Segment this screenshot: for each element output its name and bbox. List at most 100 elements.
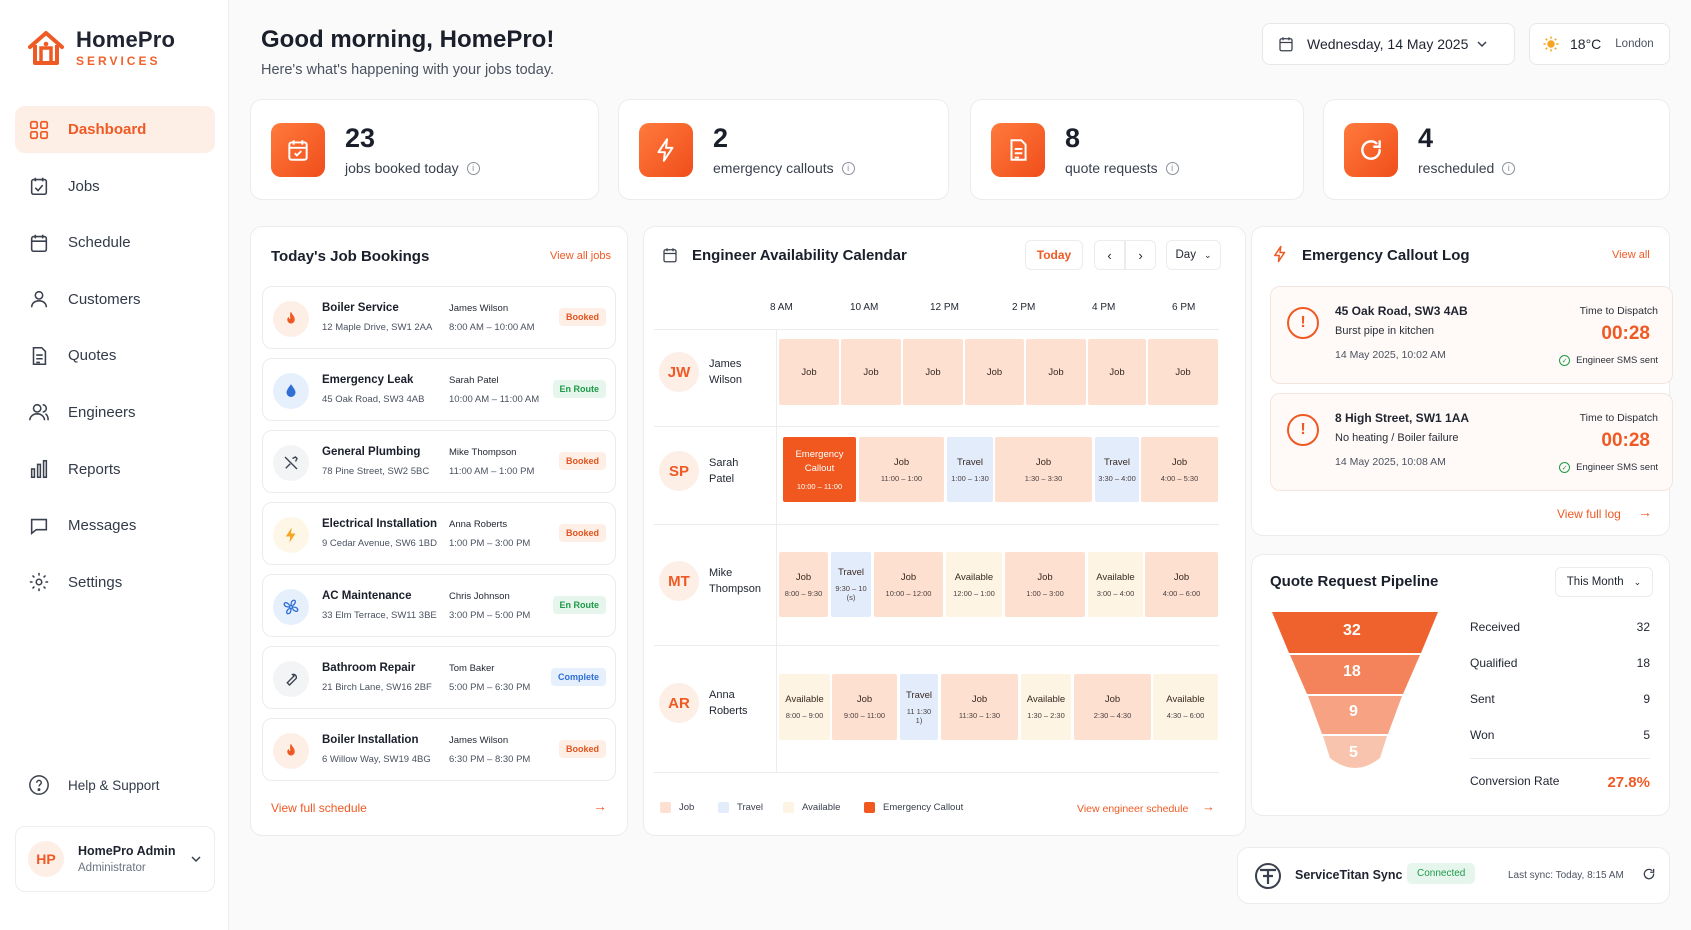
schedule-block-job[interactable]: Job 11:30 – 1:30: [941, 674, 1018, 740]
view-full-log-link[interactable]: View full log: [1557, 507, 1621, 521]
schedule-block-job[interactable]: Job 4:00 – 5:30: [1141, 437, 1218, 502]
today-button[interactable]: Today: [1025, 240, 1083, 270]
view-select[interactable]: Day ⌄: [1166, 240, 1221, 270]
schedule-block-job[interactable]: Job: [1026, 339, 1086, 405]
schedule-block-job[interactable]: Job 2:30 – 4:30: [1074, 674, 1151, 740]
sidebar-item-reports[interactable]: Reports: [15, 446, 215, 493]
list-item[interactable]: Electrical Installation 9 Cedar Avenue, …: [262, 502, 616, 565]
stat-jobs-booked[interactable]: 23 jobs booked today i: [250, 99, 599, 200]
schedule-block-available[interactable]: Available 12:00 – 1:00: [946, 552, 1002, 617]
engineer-row-label[interactable]: SP Sarah Patel: [659, 451, 738, 491]
callout-time: 14 May 2025, 10:02 AM: [1335, 349, 1446, 361]
document-icon: [991, 122, 1045, 177]
sidebar-item-dashboard[interactable]: Dashboard: [15, 106, 215, 153]
sidebar-item-engineers[interactable]: Engineers: [15, 389, 215, 436]
help-label: Help & Support: [68, 777, 160, 793]
info-icon[interactable]: i: [841, 161, 855, 175]
sidebar-item-settings[interactable]: Settings: [15, 559, 215, 606]
schedule-block-job[interactable]: Job: [779, 339, 839, 405]
schedule-block-job[interactable]: Job 8:00 – 9:30: [779, 552, 828, 617]
greeting: Good morning, HomePro! Here's what's hap…: [261, 26, 554, 78]
date-picker[interactable]: Wednesday, 14 May 2025: [1262, 23, 1515, 65]
brand-logo[interactable]: HomePro SERVICES: [26, 28, 175, 68]
refresh-icon[interactable]: [1642, 867, 1656, 881]
schedule-block-job[interactable]: Job: [841, 339, 901, 405]
schedule-block-job[interactable]: Job 11:00 – 1:00: [859, 437, 944, 502]
stat-rescheduled[interactable]: 4 rescheduled i: [1323, 99, 1670, 200]
view-full-schedule-link[interactable]: View full schedule: [271, 801, 367, 815]
schedule-block-job[interactable]: Job 1:00 – 3:00: [1005, 552, 1085, 617]
schedule-block-available[interactable]: Available 4:30 – 6:00: [1153, 674, 1218, 740]
schedule-block-job[interactable]: Job 10:00 – 12:00: [874, 552, 943, 617]
funnel-stage-qualified: [1290, 655, 1420, 694]
prev-button[interactable]: ‹: [1094, 240, 1125, 270]
info-icon[interactable]: i: [1165, 161, 1179, 175]
schedule-block-available[interactable]: Available 3:00 – 4:00: [1088, 552, 1143, 617]
arrow-right-icon[interactable]: →: [1638, 504, 1652, 520]
sidebar-item-quotes[interactable]: Quotes: [15, 332, 215, 379]
user-menu[interactable]: HP HomePro Admin Administrator: [15, 826, 215, 892]
job-time: 5:00 PM – 6:30 PM: [449, 682, 531, 693]
schedule-block-available[interactable]: Available 1:30 – 2:30: [1021, 674, 1071, 740]
fan-icon: [273, 589, 309, 625]
schedule-block-travel[interactable]: Travel 1:00 – 1:30: [947, 437, 993, 502]
engineer-row-label[interactable]: JW James Wilson: [659, 352, 742, 392]
period-select[interactable]: This Month ⌄: [1555, 567, 1653, 597]
sidebar-item-schedule[interactable]: Schedule: [15, 219, 215, 266]
calendar-icon: [663, 248, 677, 263]
schedule-block-job[interactable]: Job: [1148, 339, 1218, 405]
callout-item[interactable]: ! 45 Oak Road, SW3 4AB Burst pipe in kit…: [1270, 286, 1673, 384]
job-title: Bathroom Repair: [322, 662, 416, 674]
callout-item[interactable]: ! 8 High Street, SW1 1AA No heating / Bo…: [1270, 393, 1673, 491]
schedule-block-job[interactable]: Job 1:30 – 3:30: [995, 437, 1092, 502]
sidebar-item-jobs[interactable]: Jobs: [15, 163, 215, 210]
hour-label: 6 PM: [1172, 302, 1196, 313]
arrow-right-icon[interactable]: →: [1202, 799, 1215, 814]
next-button[interactable]: ›: [1125, 240, 1156, 270]
conversion-rate: Conversion Rate 27.8%: [1470, 774, 1650, 791]
engineer-row-label[interactable]: AR Anna Roberts: [659, 683, 748, 723]
hour-label: 12 PM: [930, 302, 959, 313]
pipeline-row: Sent 9: [1470, 692, 1650, 706]
list-item[interactable]: Boiler Service 12 Maple Drive, SW1 2AA J…: [262, 286, 616, 349]
list-item[interactable]: Bathroom Repair 21 Birch Lane, SW16 2BF …: [262, 646, 616, 709]
info-icon[interactable]: i: [1502, 161, 1516, 175]
schedule-block-job[interactable]: Job: [903, 339, 963, 405]
help-support-link[interactable]: Help & Support: [28, 774, 160, 796]
list-item[interactable]: Boiler Installation 6 Willow Way, SW19 4…: [262, 718, 616, 781]
job-time: 1:00 PM – 3:00 PM: [449, 538, 531, 549]
arrow-right-icon[interactable]: →: [593, 798, 607, 814]
list-item[interactable]: Emergency Leak 45 Oak Road, SW3 4AB Sara…: [262, 358, 616, 421]
view-engineer-schedule-link[interactable]: View engineer schedule: [1077, 803, 1189, 815]
info-icon[interactable]: i: [466, 161, 480, 175]
status-badge: Booked: [558, 524, 606, 542]
stat-label: jobs booked today: [345, 160, 459, 176]
weather-widget: 18°C London: [1529, 23, 1670, 65]
dispatch-countdown: 00:28: [1601, 430, 1650, 451]
engineer-row-label[interactable]: MT Mike Thompson: [659, 561, 761, 601]
schedule-block-job[interactable]: Job: [965, 339, 1024, 405]
schedule-block-travel[interactable]: Travel 3:30 – 4:00: [1095, 437, 1139, 502]
schedule-block-emergency[interactable]: Emergency Callout 10:00 – 11:00: [783, 437, 856, 502]
sidebar-item-customers[interactable]: Customers: [15, 276, 215, 323]
schedule-block-travel[interactable]: Travel 9:30 – 10 (s): [831, 552, 871, 617]
avatar: MT: [659, 561, 699, 601]
sidebar-item-label: Engineers: [68, 403, 136, 421]
job-time: 10:00 AM – 11:00 AM: [449, 394, 540, 405]
schedule-block-job[interactable]: Job 9:00 – 11:00: [832, 674, 897, 740]
list-item[interactable]: AC Maintenance 33 Elm Terrace, SW11 3BE …: [262, 574, 616, 637]
callout-address: 45 Oak Road, SW3 4AB: [1335, 304, 1468, 318]
schedule-block-available[interactable]: Available 8:00 – 9:00: [779, 674, 830, 740]
stat-quote-requests[interactable]: 8 quote requests i: [970, 99, 1304, 200]
schedule-block-travel[interactable]: Travel 11 1:30 1): [900, 674, 938, 740]
sidebar-item-messages[interactable]: Messages: [15, 502, 215, 549]
view-all-jobs-link[interactable]: View all jobs: [550, 250, 611, 262]
user-role: Administrator: [78, 862, 146, 874]
hour-label: 2 PM: [1012, 302, 1036, 313]
list-item[interactable]: General Plumbing 78 Pine Street, SW2 5BC…: [262, 430, 616, 493]
schedule-block-job[interactable]: Job 4:00 – 6:00: [1145, 552, 1218, 617]
stat-emergency-callouts[interactable]: 2 emergency callouts i: [618, 99, 949, 200]
schedule-block-job[interactable]: Job: [1088, 339, 1146, 405]
funnel-stage-received: [1272, 612, 1438, 653]
view-all-callouts-link[interactable]: View all: [1612, 249, 1650, 261]
